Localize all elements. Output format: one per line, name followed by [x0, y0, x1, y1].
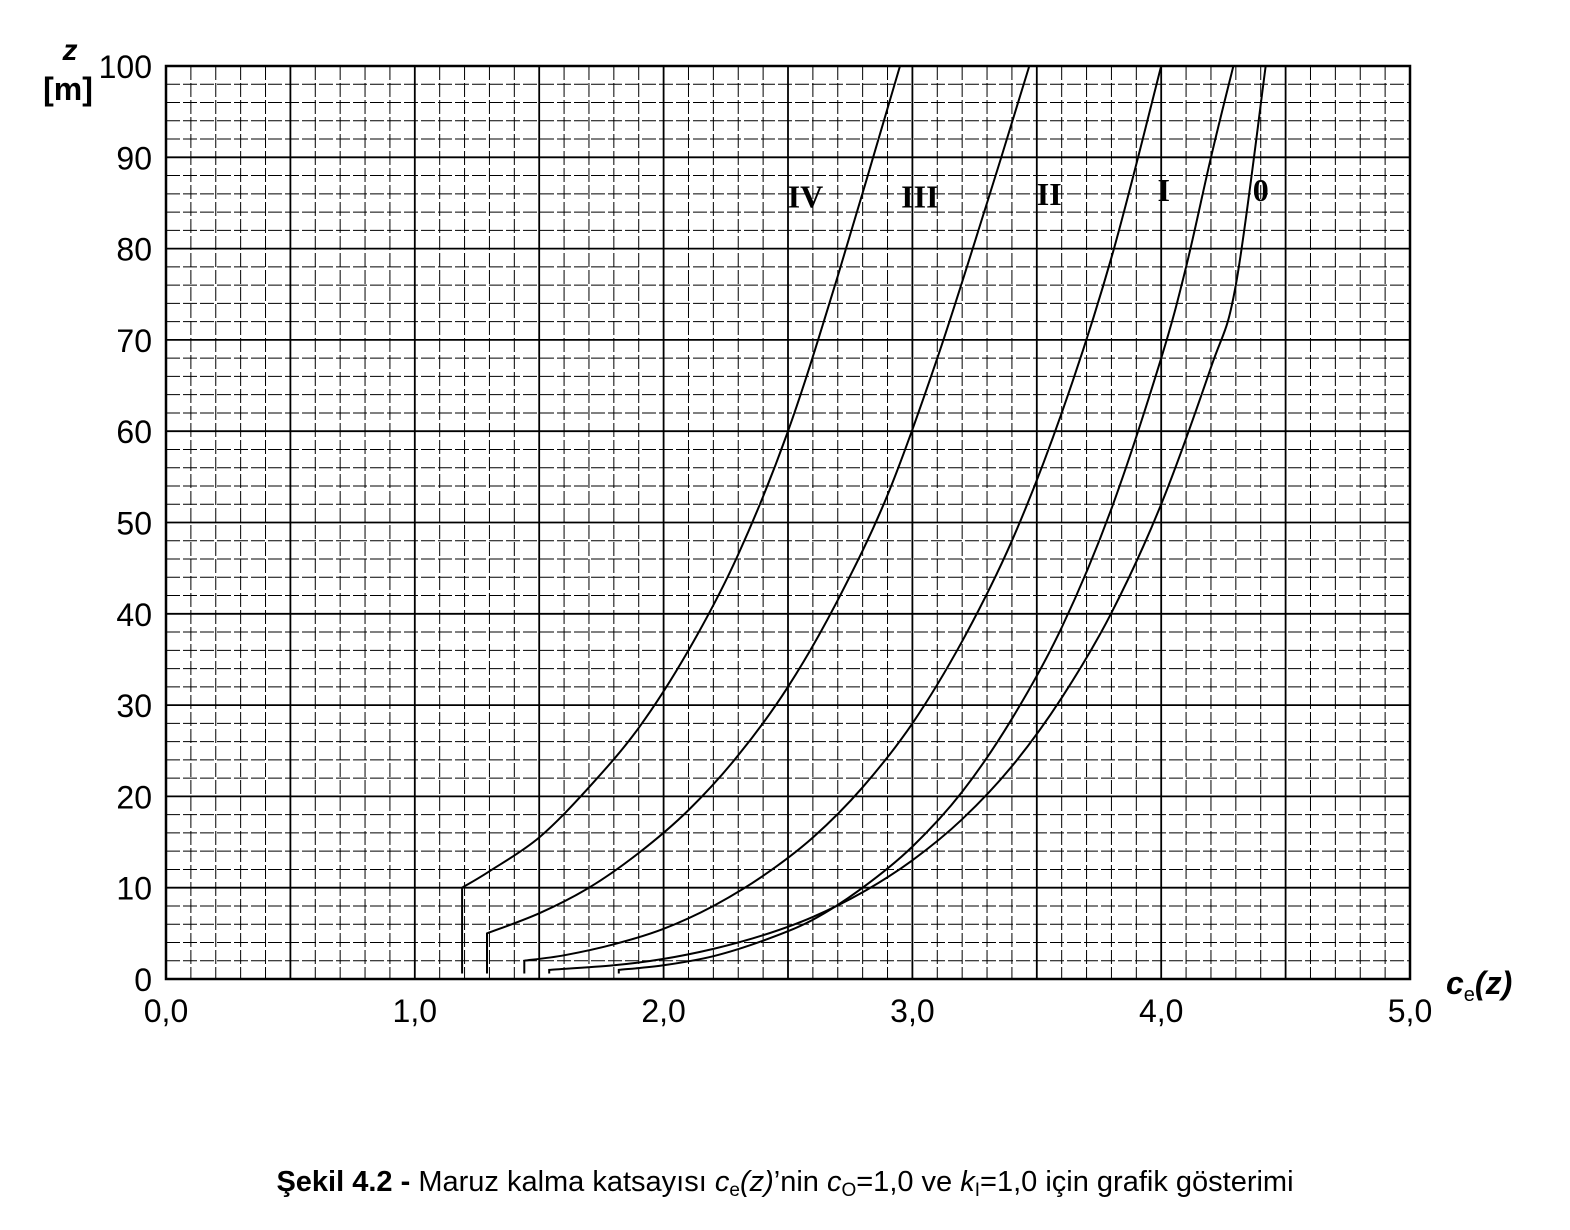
y-axis-unit: [m]	[43, 71, 93, 107]
caption-figure-number: Şekil 4.2	[276, 1166, 393, 1198]
series-labels: IV III II I 0	[788, 172, 1269, 214]
caption-symbol-z: (z)	[739, 1166, 774, 1198]
series-curve-II	[523, 65, 1163, 974]
caption-text-3: =1,0 ve	[856, 1166, 961, 1198]
series-label-III: III	[901, 179, 938, 215]
caption-text: Maruz kalma katsayısı	[418, 1166, 715, 1198]
y-tick-label: 30	[116, 688, 152, 724]
series-curve-0	[548, 65, 1267, 974]
x-tick-label: 3,0	[890, 993, 934, 1029]
y-tick-label: 10	[116, 871, 152, 907]
x-tick-label: 4,0	[1139, 993, 1183, 1029]
plot-frame	[164, 64, 1412, 981]
y-tick-label: 60	[116, 414, 152, 450]
y-tick-label: 80	[116, 232, 152, 268]
y-tick-label: 50	[116, 506, 152, 542]
y-tick-label: 40	[116, 597, 152, 633]
series-curve-I	[617, 65, 1235, 974]
caption-sub-o: O	[841, 1180, 857, 1201]
caption-text-2: ’nin	[773, 1166, 827, 1198]
x-tick-label: 1,0	[393, 993, 437, 1029]
y-tick-label: 90	[116, 140, 152, 176]
y-tick-label: 0	[134, 962, 152, 998]
caption-sub-e: e	[729, 1180, 740, 1201]
chart-grid	[166, 66, 1410, 979]
x-axis-title: ce(z)	[1446, 965, 1512, 1006]
caption-symbol-c: c	[714, 1166, 730, 1198]
y-axis-variable: z	[62, 34, 78, 67]
y-tick-label: 100	[99, 49, 152, 85]
caption-symbol-k: k	[960, 1166, 975, 1198]
caption-symbol-c0: c	[826, 1166, 842, 1198]
caption-dash: -	[392, 1166, 419, 1198]
series-label-IV: IV	[788, 179, 824, 215]
series-curves	[461, 65, 1267, 974]
series-label-0: 0	[1253, 172, 1269, 208]
x-tick-label: 2,0	[641, 993, 685, 1029]
series-label-I: I	[1157, 172, 1169, 208]
x-tick-labels: 0,0 1,0 2,0 3,0 4,0 5,0	[144, 993, 1432, 1029]
series-label-II: II	[1037, 176, 1062, 212]
y-tick-label: 70	[116, 323, 152, 359]
y-tick-labels: 0 10 20 30 40 50 60 70 80 90 100	[99, 49, 152, 998]
series-curve-IV	[461, 65, 901, 974]
y-tick-label: 20	[116, 779, 152, 815]
caption-sub-i: I	[974, 1180, 981, 1201]
caption-text-4: =1,0 için grafik gösterimi	[980, 1166, 1294, 1198]
figure-caption: Şekil 4.2 - Maruz kalma katsayısı ce(z)’…	[0, 1166, 1570, 1201]
x-tick-label: 5,0	[1388, 993, 1432, 1029]
series-curve-III	[486, 65, 1031, 974]
x-tick-label: 0,0	[144, 993, 188, 1029]
